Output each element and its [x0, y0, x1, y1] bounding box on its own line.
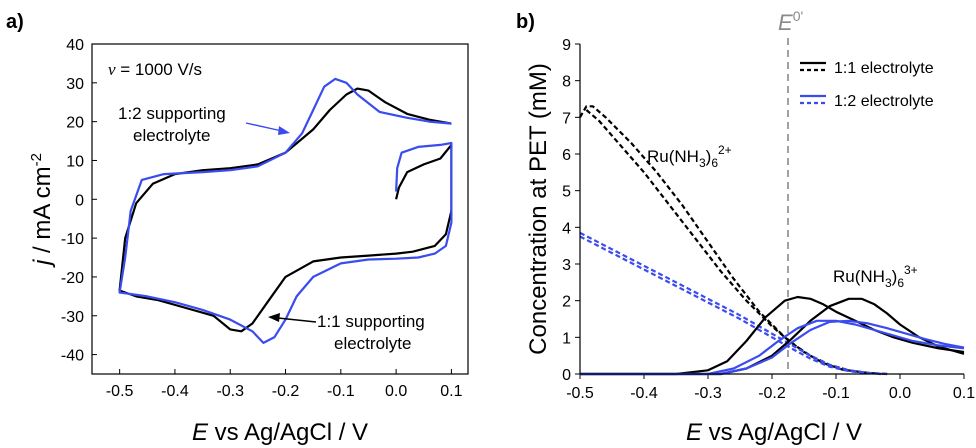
- annotation-black-line1: 1:1 supporting: [317, 312, 425, 331]
- panel-a-label: a): [6, 11, 24, 33]
- annotation-black-arrowhead: [268, 313, 280, 322]
- panel-b-series-blue-dashed: [579, 231, 888, 376]
- panel-b-xtick-label: -0.1: [822, 385, 850, 402]
- panel-b-ytick-label: 2: [562, 294, 571, 311]
- panel-a-xtick-label: 0.0: [385, 383, 407, 400]
- panel-a-xtick-label: -0.1: [327, 383, 355, 400]
- panel-a-xtick-label: -0.2: [272, 383, 300, 400]
- panel-b-series-blue-solid: [580, 319, 965, 376]
- legend: 1:1 electrolyte 1:2 electrolyte: [800, 60, 934, 110]
- panel-b-ytick-label: 7: [562, 110, 571, 127]
- annotation-blue-line2: electrolyte: [133, 126, 210, 145]
- panel-b-xtick-label: -0.5: [566, 385, 594, 402]
- scan-rate-label: v = 1000 V/s: [108, 60, 202, 79]
- panel-b-ytick-label: 5: [562, 184, 571, 201]
- panel-b-label: b): [516, 11, 535, 33]
- ru2-label: Ru(NH3)62+: [647, 143, 732, 170]
- ru3-label: Ru(NH3)63+: [833, 263, 918, 290]
- panel-b-xlabel: E vs Ag/AgCl / V: [686, 419, 862, 446]
- panel-b-ytick-label: 4: [562, 220, 571, 237]
- panel-a-ytick-label: 0: [75, 192, 84, 209]
- panel-b-xtick-label: -0.3: [694, 385, 722, 402]
- panel-a-axes: -0.5 -0.4 -0.3 -0.2 -0.1 0.0 0.1 40 30 20 10 0 -10 -2…: [61, 37, 463, 400]
- panel-a-xtick-label: 0.1: [440, 383, 462, 400]
- panel-b-ytick-label: 1: [562, 330, 571, 347]
- legend-entry-2: 1:2 electrolyte: [834, 93, 934, 110]
- panel-a-series: [118, 77, 453, 344]
- panel-a-ytick-label: 10: [66, 153, 84, 170]
- panel-a-xtick-label: -0.3: [216, 383, 244, 400]
- panel-b-ytick-label: 6: [562, 147, 571, 164]
- panel-a-ytick-label: -40: [61, 348, 84, 365]
- panel-b-ytick-label: 9: [562, 37, 571, 54]
- annotation-black-line2: electrolyte: [334, 334, 411, 353]
- panel-b-ytick-label: 8: [562, 74, 571, 91]
- panel-b-series-blue-dashed: [579, 235, 888, 376]
- panel-b: b) -0.5 -0.4 -0.3 -0.2 -0.1 0.0 0.19876543210 …: [516, 8, 975, 446]
- panel-b-xtick-label: -0.4: [630, 385, 658, 402]
- panel-a-ytick-label: -20: [61, 270, 84, 287]
- annotation-blue-line1: 1:2 supporting: [118, 104, 226, 123]
- panel-b-xtick-label: 0.1: [953, 385, 975, 402]
- annotation-blue-arrow: [245, 122, 283, 132]
- panel-b-series-blue-solid: [580, 319, 965, 376]
- e0-label: E0': [778, 8, 803, 35]
- panel-a-xtick-label: -0.4: [161, 383, 189, 400]
- panel-b-series-black-solid: [580, 295, 965, 376]
- legend-entry-1: 1:1 electrolyte: [834, 60, 934, 77]
- panel-a-frame: [91, 43, 469, 375]
- panel-b-series-black-dashed: [579, 105, 881, 376]
- panel-a-series-black: [118, 87, 453, 333]
- annotation-black-arrow: [277, 317, 317, 323]
- panel-b-xtick-label: 0.0: [889, 385, 911, 402]
- panel-a-ytick-label: 40: [66, 37, 84, 54]
- panel-b-ylabel: Concentration at PET (mM): [525, 63, 552, 355]
- panel-a-ytick-label: -30: [61, 309, 84, 326]
- panel-b-series-black-dashed: [585, 109, 888, 376]
- panel-a: a) -0.5 -0.4 -0.3 -0.2 -0.1 0.0 0.1 40 30 20 10 0 -1…: [6, 11, 469, 446]
- panel-a-xlabel: E vs Ag/AgCl / V: [192, 419, 368, 446]
- panel-a-ytick-label: 20: [66, 115, 84, 132]
- panel-a-ytick-label: 30: [66, 76, 84, 93]
- panel-b-ytick-label: 0: [562, 367, 571, 384]
- panel-a-xtick-label: -0.5: [106, 383, 134, 400]
- panel-b-xtick-label: -0.2: [758, 385, 786, 402]
- panel-a-ytick-label: -10: [61, 231, 84, 248]
- panel-a-series-blue: [118, 77, 453, 344]
- panel-b-series: [579, 105, 965, 376]
- panel-b-axes: -0.5 -0.4 -0.3 -0.2 -0.1 0.0 0.1 9 8 7 6 5 4 3 2 1 0: [562, 37, 975, 402]
- panel-b-ytick-label: 3: [562, 257, 571, 274]
- panel-a-ylabel: j / mA cm-2: [28, 153, 56, 268]
- annotation-blue-arrowhead: [278, 126, 290, 135]
